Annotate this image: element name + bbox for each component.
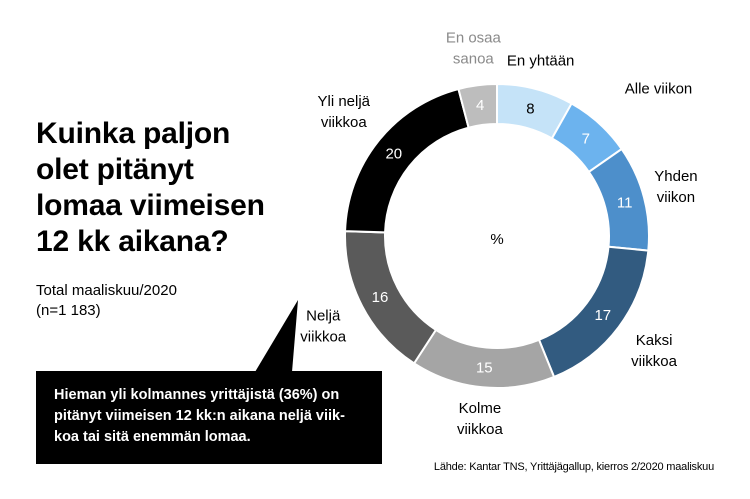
data-label-8: 4 xyxy=(476,97,484,114)
donut-slice-8 xyxy=(457,82,498,129)
category-label-2: Alle viikon xyxy=(625,80,693,97)
callout-pointer xyxy=(255,300,298,372)
category-label-5: Kolme viikkoa xyxy=(457,400,504,438)
data-label-6: 16 xyxy=(372,289,389,306)
category-label-7: Yli neljä viikkoa xyxy=(317,93,370,131)
data-label-4: 17 xyxy=(594,307,611,324)
callout-box: Hieman yli kolmannes yrittäjistä (36%) o… xyxy=(36,371,382,464)
data-label-2: 7 xyxy=(582,130,590,147)
category-label-4: Kaksi viikkoa xyxy=(631,332,678,370)
source-note: Lähde: Kantar TNS, Yrittäjägallup, kierr… xyxy=(433,461,714,473)
chart-title: Kuinka paljon olet pitänyt lomaa viimeis… xyxy=(36,117,265,258)
category-label-1: En yhtään xyxy=(507,53,575,70)
donut-slice-6 xyxy=(344,230,438,365)
data-label-7: 20 xyxy=(385,146,402,163)
data-label-1: 8 xyxy=(526,100,534,117)
category-label-6: Neljä viikkoa xyxy=(300,308,347,346)
center-label: % xyxy=(490,231,503,248)
category-label-8: En osaa sanoa xyxy=(446,30,502,68)
donut-slice-7 xyxy=(344,87,470,234)
category-label-3: Yhden viikon xyxy=(654,168,697,206)
data-label-3: 11 xyxy=(617,195,633,212)
data-label-5: 15 xyxy=(476,359,493,376)
chart-subtitle: Total maaliskuu/2020 (n=1 183) xyxy=(36,282,177,319)
